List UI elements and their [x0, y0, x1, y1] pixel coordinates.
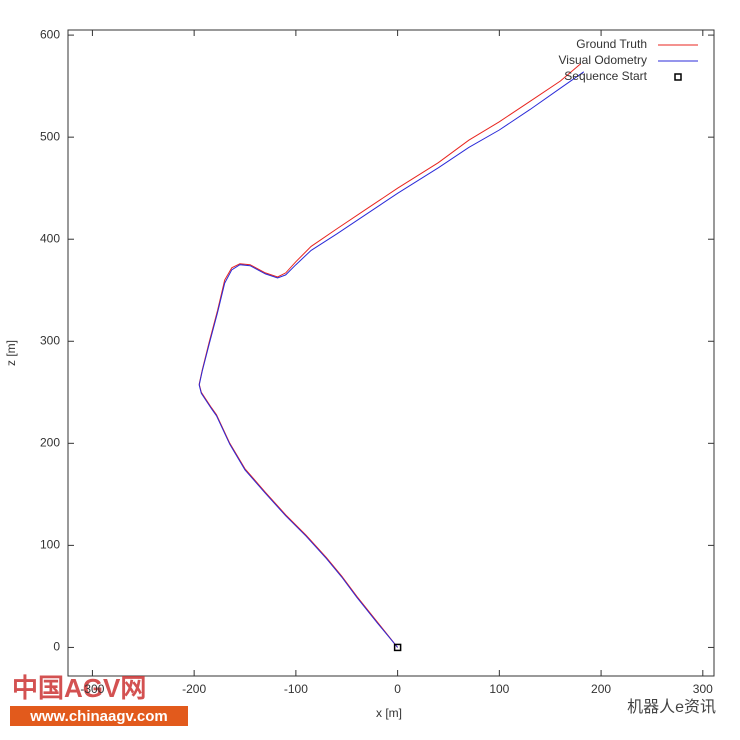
watermark-bg [10, 706, 188, 726]
y-axis-label: z [m] [4, 340, 18, 366]
x-axis-label: x [m] [376, 706, 402, 720]
y-tick-label: 0 [53, 640, 60, 654]
x-tick-label: 0 [394, 682, 401, 696]
watermark-brand: 机器人e资讯 [627, 698, 716, 716]
trajectory [198, 63, 582, 648]
y-tick-label: 300 [40, 333, 60, 347]
plot-frame [67, 29, 715, 677]
watermark-logo: 中国AGV网 [12, 673, 146, 703]
y-tick-label: 400 [40, 231, 60, 245]
legend-swatch [674, 73, 682, 81]
x-tick-label: -100 [284, 682, 308, 696]
trajectory [198, 71, 585, 648]
x-tick-label: 300 [693, 682, 713, 696]
legend-label: Visual Odometry [559, 53, 647, 67]
y-tick-label: 100 [40, 538, 60, 552]
x-tick-label: 200 [591, 682, 611, 696]
x-tick-label: -200 [182, 682, 206, 696]
x-tick-label: -300 [80, 682, 104, 696]
watermark-url: www.chinaagv.com [29, 708, 168, 725]
start-marker [393, 643, 402, 652]
y-tick-label: 500 [40, 129, 60, 143]
legend-label: Ground Truth [576, 37, 647, 51]
y-tick-label: 600 [40, 27, 60, 41]
legend-label: Sequence Start [564, 69, 647, 83]
x-tick-label: 100 [489, 682, 509, 696]
y-tick-label: 200 [40, 435, 60, 449]
